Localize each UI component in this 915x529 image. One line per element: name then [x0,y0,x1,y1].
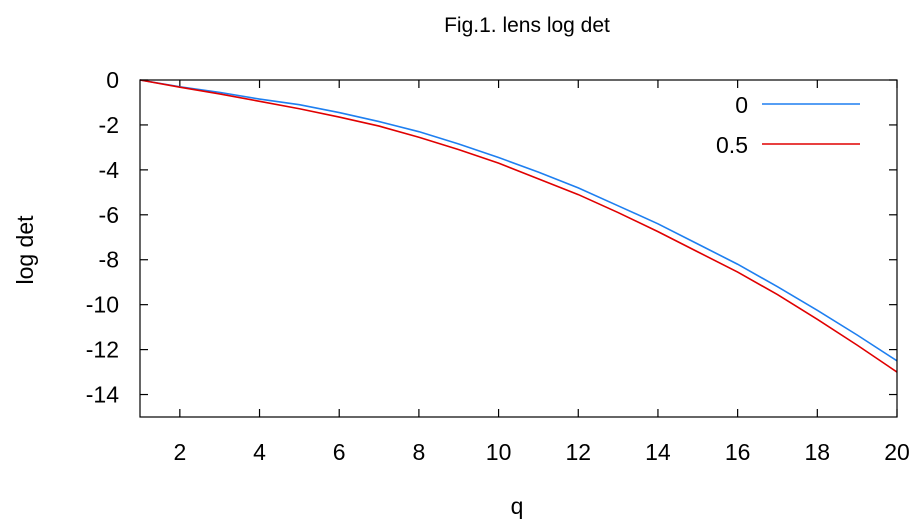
x-tick-label: 12 [565,439,591,465]
legend: 00.5 [716,92,860,158]
plot-frame [139,79,898,418]
y-tick-label: 0 [106,67,119,93]
legend-label: 0.5 [716,132,748,158]
series-line-0.5 [139,79,898,373]
y-tick-label: -12 [86,337,119,363]
y-tick-label: -6 [99,202,119,228]
x-tick-label: 10 [486,439,512,465]
y-tick-label: -4 [99,157,120,183]
y-tick-label: -2 [99,112,119,138]
series-lines [139,79,898,373]
x-axis-label: q [511,493,524,519]
x-tick-label: 16 [725,439,751,465]
y-tick-label: -14 [86,382,119,408]
x-tick-label: 2 [173,439,186,465]
x-tick-label: 14 [645,439,671,465]
x-tick-label: 6 [333,439,346,465]
x-tick-label: 20 [884,439,910,465]
chart-title: Fig.1. lens log det [444,14,610,37]
y-tick-label: -10 [86,292,119,318]
legend-label: 0 [735,92,748,118]
x-tick-label: 18 [805,439,831,465]
tick-labels: 2 4 6 8 10 12 14 16 18 20 0 -2 -4 -6 -8 -10 -12 -14 [86,67,910,465]
axis-ticks [140,79,898,417]
y-axis-label: log det [12,215,38,285]
x-tick-label: 4 [253,439,266,465]
x-tick-label: 8 [412,439,425,465]
series-line-0 [139,79,898,362]
y-tick-label: -8 [99,247,119,273]
